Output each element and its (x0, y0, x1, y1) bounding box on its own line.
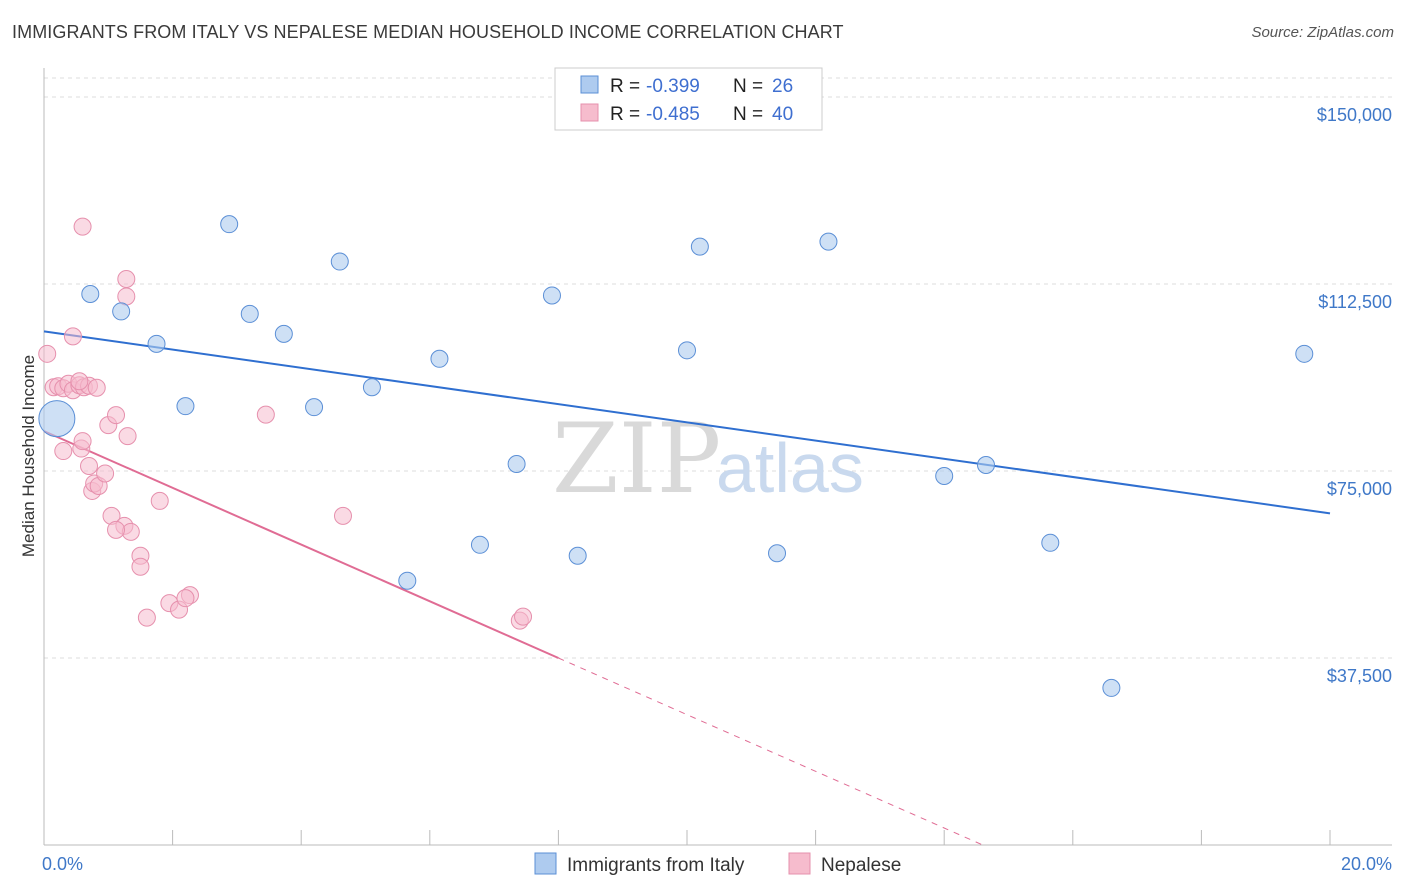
legend-bottom-swatch-nepalese (788, 852, 811, 875)
legend-top: R = -0.399 N = 26 R = -0.485 N = 40 (554, 67, 823, 131)
nepalese-point-10 (54, 442, 73, 461)
source-label: Source: ZipAtlas.com (1251, 24, 1394, 41)
watermark-zip: ZIP (552, 403, 721, 515)
legend-top-box (554, 67, 823, 131)
nepalese-point-28 (131, 557, 150, 576)
italy-point-2 (112, 302, 131, 321)
axes (43, 68, 1392, 846)
y-tick-labels: $37,500 $75,000 $112,500 $150,000 (1317, 105, 1392, 686)
y-tick-label-0: $37,500 (1327, 666, 1392, 686)
legend-r-label-italy: R = (610, 76, 640, 97)
italy-point-12 (430, 349, 449, 368)
italy-point-0 (38, 400, 76, 438)
legend-swatch-italy (580, 75, 599, 94)
nepalese-point-33 (150, 491, 169, 510)
italy-point-5 (220, 215, 239, 234)
legend-bottom-swatch-italy (534, 852, 557, 875)
italy-point-24 (1102, 678, 1121, 697)
y-tick-label-3: $150,000 (1317, 105, 1392, 125)
nepalese-point-38 (256, 405, 275, 424)
x-tick-label-max: 20.0% (1341, 854, 1392, 874)
y-tick-label-1: $75,000 (1327, 479, 1392, 499)
nepalese-point-22 (107, 406, 126, 425)
nepalese-point-25 (121, 522, 140, 541)
nepalese-point-32 (73, 217, 92, 236)
italy-point-9 (330, 252, 349, 271)
trend-line-nepalese (43, 430, 559, 659)
italy-point-14 (507, 455, 526, 474)
nepalese-point-39 (333, 506, 352, 525)
nepalese-point-14 (73, 432, 92, 451)
nepalese-point-19 (96, 464, 115, 483)
nepalese-point-30 (117, 270, 136, 289)
legend-bottom: Immigrants from Italy Nepalese (534, 852, 901, 876)
watermark: ZIP atlas (552, 403, 864, 515)
y-tick-label-2: $112,500 (1318, 292, 1392, 312)
italy-point-10 (362, 378, 381, 397)
italy-point-25 (1295, 344, 1314, 363)
italy-point-21 (935, 466, 954, 485)
italy-point-1 (81, 284, 100, 303)
italy-point-19 (768, 544, 787, 563)
italy-point-13 (470, 535, 489, 554)
x-tick-marks (172, 830, 1331, 845)
trend-lines (43, 330, 1331, 846)
nepalese-point-31 (117, 287, 136, 306)
italy-point-8 (305, 398, 324, 417)
nepalese-point-9 (87, 378, 106, 397)
legend-n-label-nepalese: N = (733, 104, 763, 125)
legend-n-value-italy: 26 (772, 76, 793, 97)
legend-n-value-nepalese: 40 (772, 104, 793, 125)
italy-point-23 (1041, 533, 1060, 552)
nepalese-point-24 (118, 427, 137, 446)
legend-r-value-nepalese: -0.485 (646, 104, 700, 125)
italy-point-11 (398, 571, 417, 590)
italy-point-3 (147, 334, 166, 353)
chart-title: IMMIGRANTS FROM ITALY VS NEPALESE MEDIAN… (12, 22, 844, 42)
nepalese-point-15 (80, 457, 99, 476)
italy-point-16 (568, 546, 587, 565)
italy-point-18 (690, 237, 709, 256)
x-tick-label-min: 0.0% (42, 854, 83, 874)
nepalese-point-11 (63, 327, 82, 346)
italy-point-4 (176, 397, 195, 416)
italy-point-17 (678, 341, 696, 360)
legend-bottom-label-nepalese: Nepalese (821, 855, 901, 876)
italy-point-6 (240, 304, 259, 323)
italy-point-22 (976, 456, 995, 475)
nepalese-point-41 (514, 607, 533, 626)
grid-lines (44, 77, 1392, 659)
legend-n-label-italy: N = (733, 76, 763, 97)
italy-points (38, 215, 1314, 697)
watermark-atlas: atlas (716, 429, 864, 507)
nepalese-point-0 (38, 344, 57, 363)
trend-line-nepalese-extension (558, 657, 983, 846)
nepalese-point-12 (70, 372, 89, 391)
nepalese-points (38, 217, 533, 630)
legend-r-label-nepalese: R = (610, 104, 640, 125)
nepalese-point-37 (176, 589, 195, 608)
italy-point-7 (274, 324, 293, 343)
nepalese-point-26 (107, 520, 126, 539)
nepalese-point-29 (137, 608, 156, 627)
legend-bottom-label-italy: Immigrants from Italy (567, 855, 745, 876)
trend-line-italy (43, 330, 1331, 515)
legend-swatch-nepalese (580, 103, 599, 122)
italy-point-15 (542, 286, 561, 305)
legend-r-value-italy: -0.399 (646, 76, 700, 97)
italy-point-20 (819, 232, 838, 251)
y-axis-label: Median Household Income (19, 355, 38, 557)
